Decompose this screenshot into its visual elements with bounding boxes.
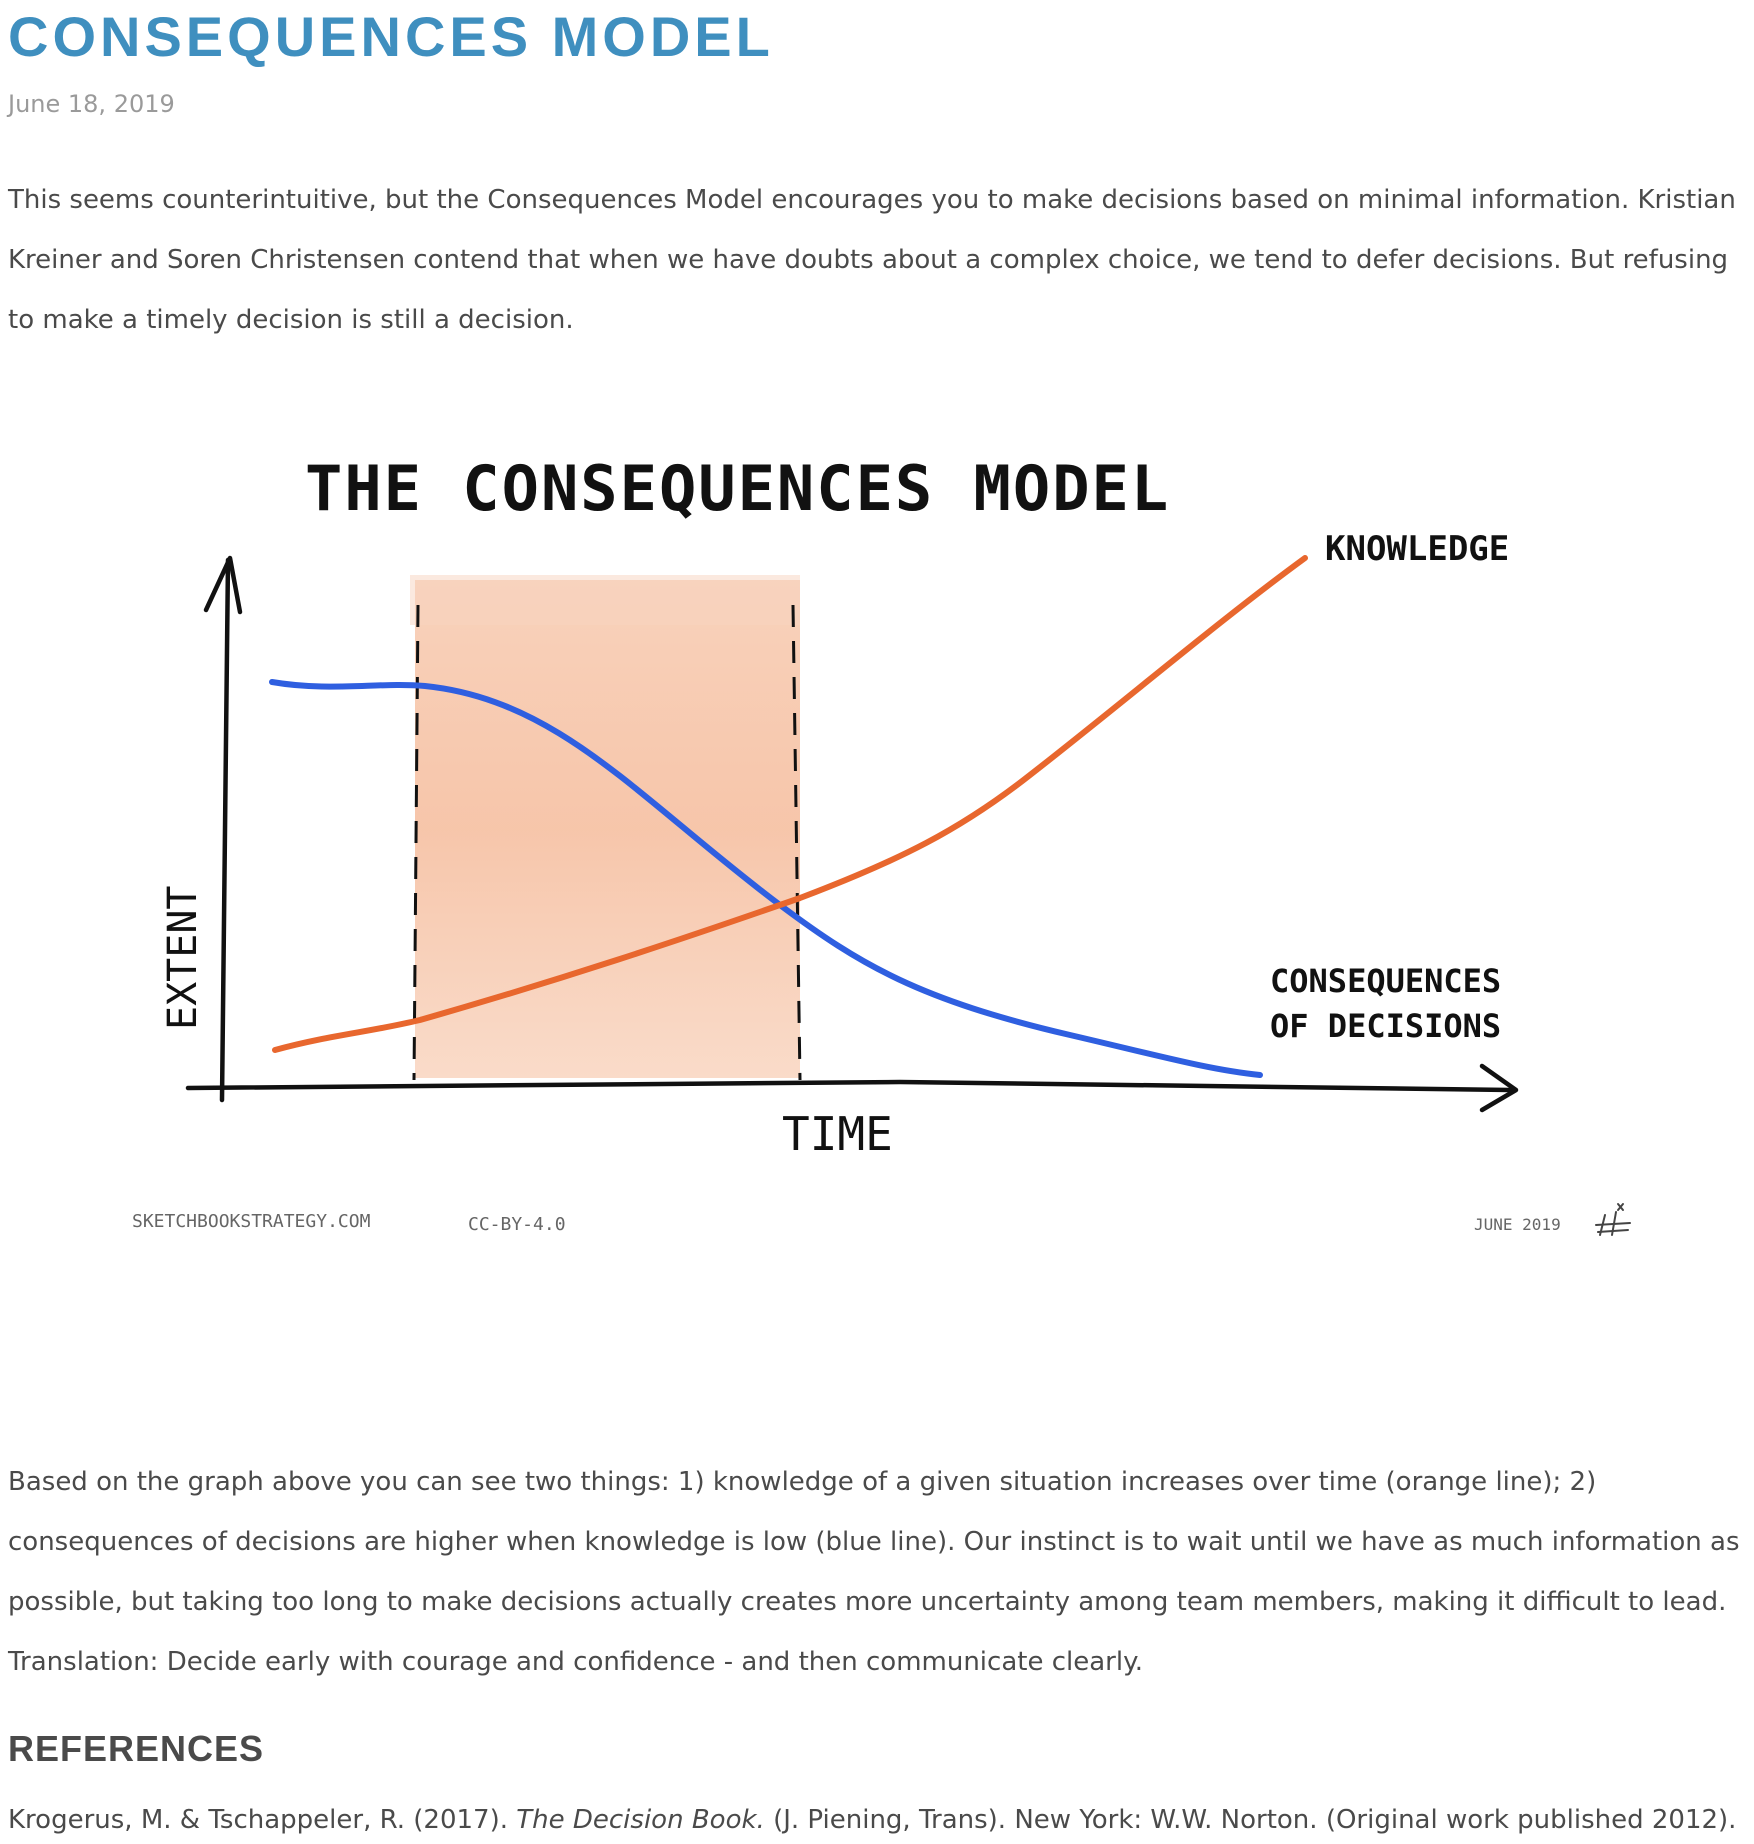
post-title[interactable]: CONSEQUENCES MODEL: [8, 5, 774, 68]
reference-authors: Krogerus, M. & Tschappeler, R. (2017).: [8, 1805, 517, 1835]
reference-publication: (J. Piening, Trans). New York: W.W. Nort…: [764, 1805, 1737, 1835]
y-axis-arrowhead: [203, 555, 243, 615]
footer-date: JUNE 2019: [1474, 1215, 1561, 1234]
body-paragraph: Based on the graph above you can see two…: [8, 1467, 1740, 1677]
figure-title: THE CONSEQUENCES MODEL: [305, 452, 1170, 525]
x-axis: [185, 1079, 1513, 1093]
knowledge-line: [272, 555, 1308, 1053]
consequences-label-line2: OF DECISIONS: [1270, 1007, 1501, 1045]
decision-window-shading: [415, 580, 800, 1078]
footer-license: CC-BY-4.0: [468, 1214, 566, 1235]
consequences-label-line1: CONSEQUENCES: [1270, 962, 1501, 1000]
post-date: June 18, 2019: [8, 90, 175, 118]
footer-site: SKETCHBOOKSTRATEGY.COM: [132, 1211, 371, 1232]
reference-book-title: The Decision Book.: [516, 1805, 765, 1835]
x-axis-label: TIME: [782, 1107, 893, 1161]
consequences-model-figure: THE CONSEQUENCES MODEL EXTENT TIME KNOWL…: [0, 420, 1754, 1380]
reference-entry: Krogerus, M. & Tschappeler, R. (2017). T…: [8, 1800, 1748, 1840]
window-end-dashed-line: [791, 604, 802, 1081]
references-heading: REFERENCES: [8, 1728, 265, 1769]
knowledge-label: KNOWLEDGE: [1325, 529, 1509, 569]
artist-signature-icon: [1595, 1203, 1631, 1236]
intro-paragraph: This seems counterintuitive, but the Con…: [8, 185, 1736, 335]
x-axis-arrowhead: [1479, 1063, 1519, 1113]
consequences-model-sketch: THE CONSEQUENCES MODEL EXTENT TIME KNOWL…: [132, 452, 1631, 1236]
decision-window-top-wash: [410, 575, 800, 625]
y-axis: [219, 557, 231, 1103]
y-axis-label: EXTENT: [160, 886, 206, 1031]
